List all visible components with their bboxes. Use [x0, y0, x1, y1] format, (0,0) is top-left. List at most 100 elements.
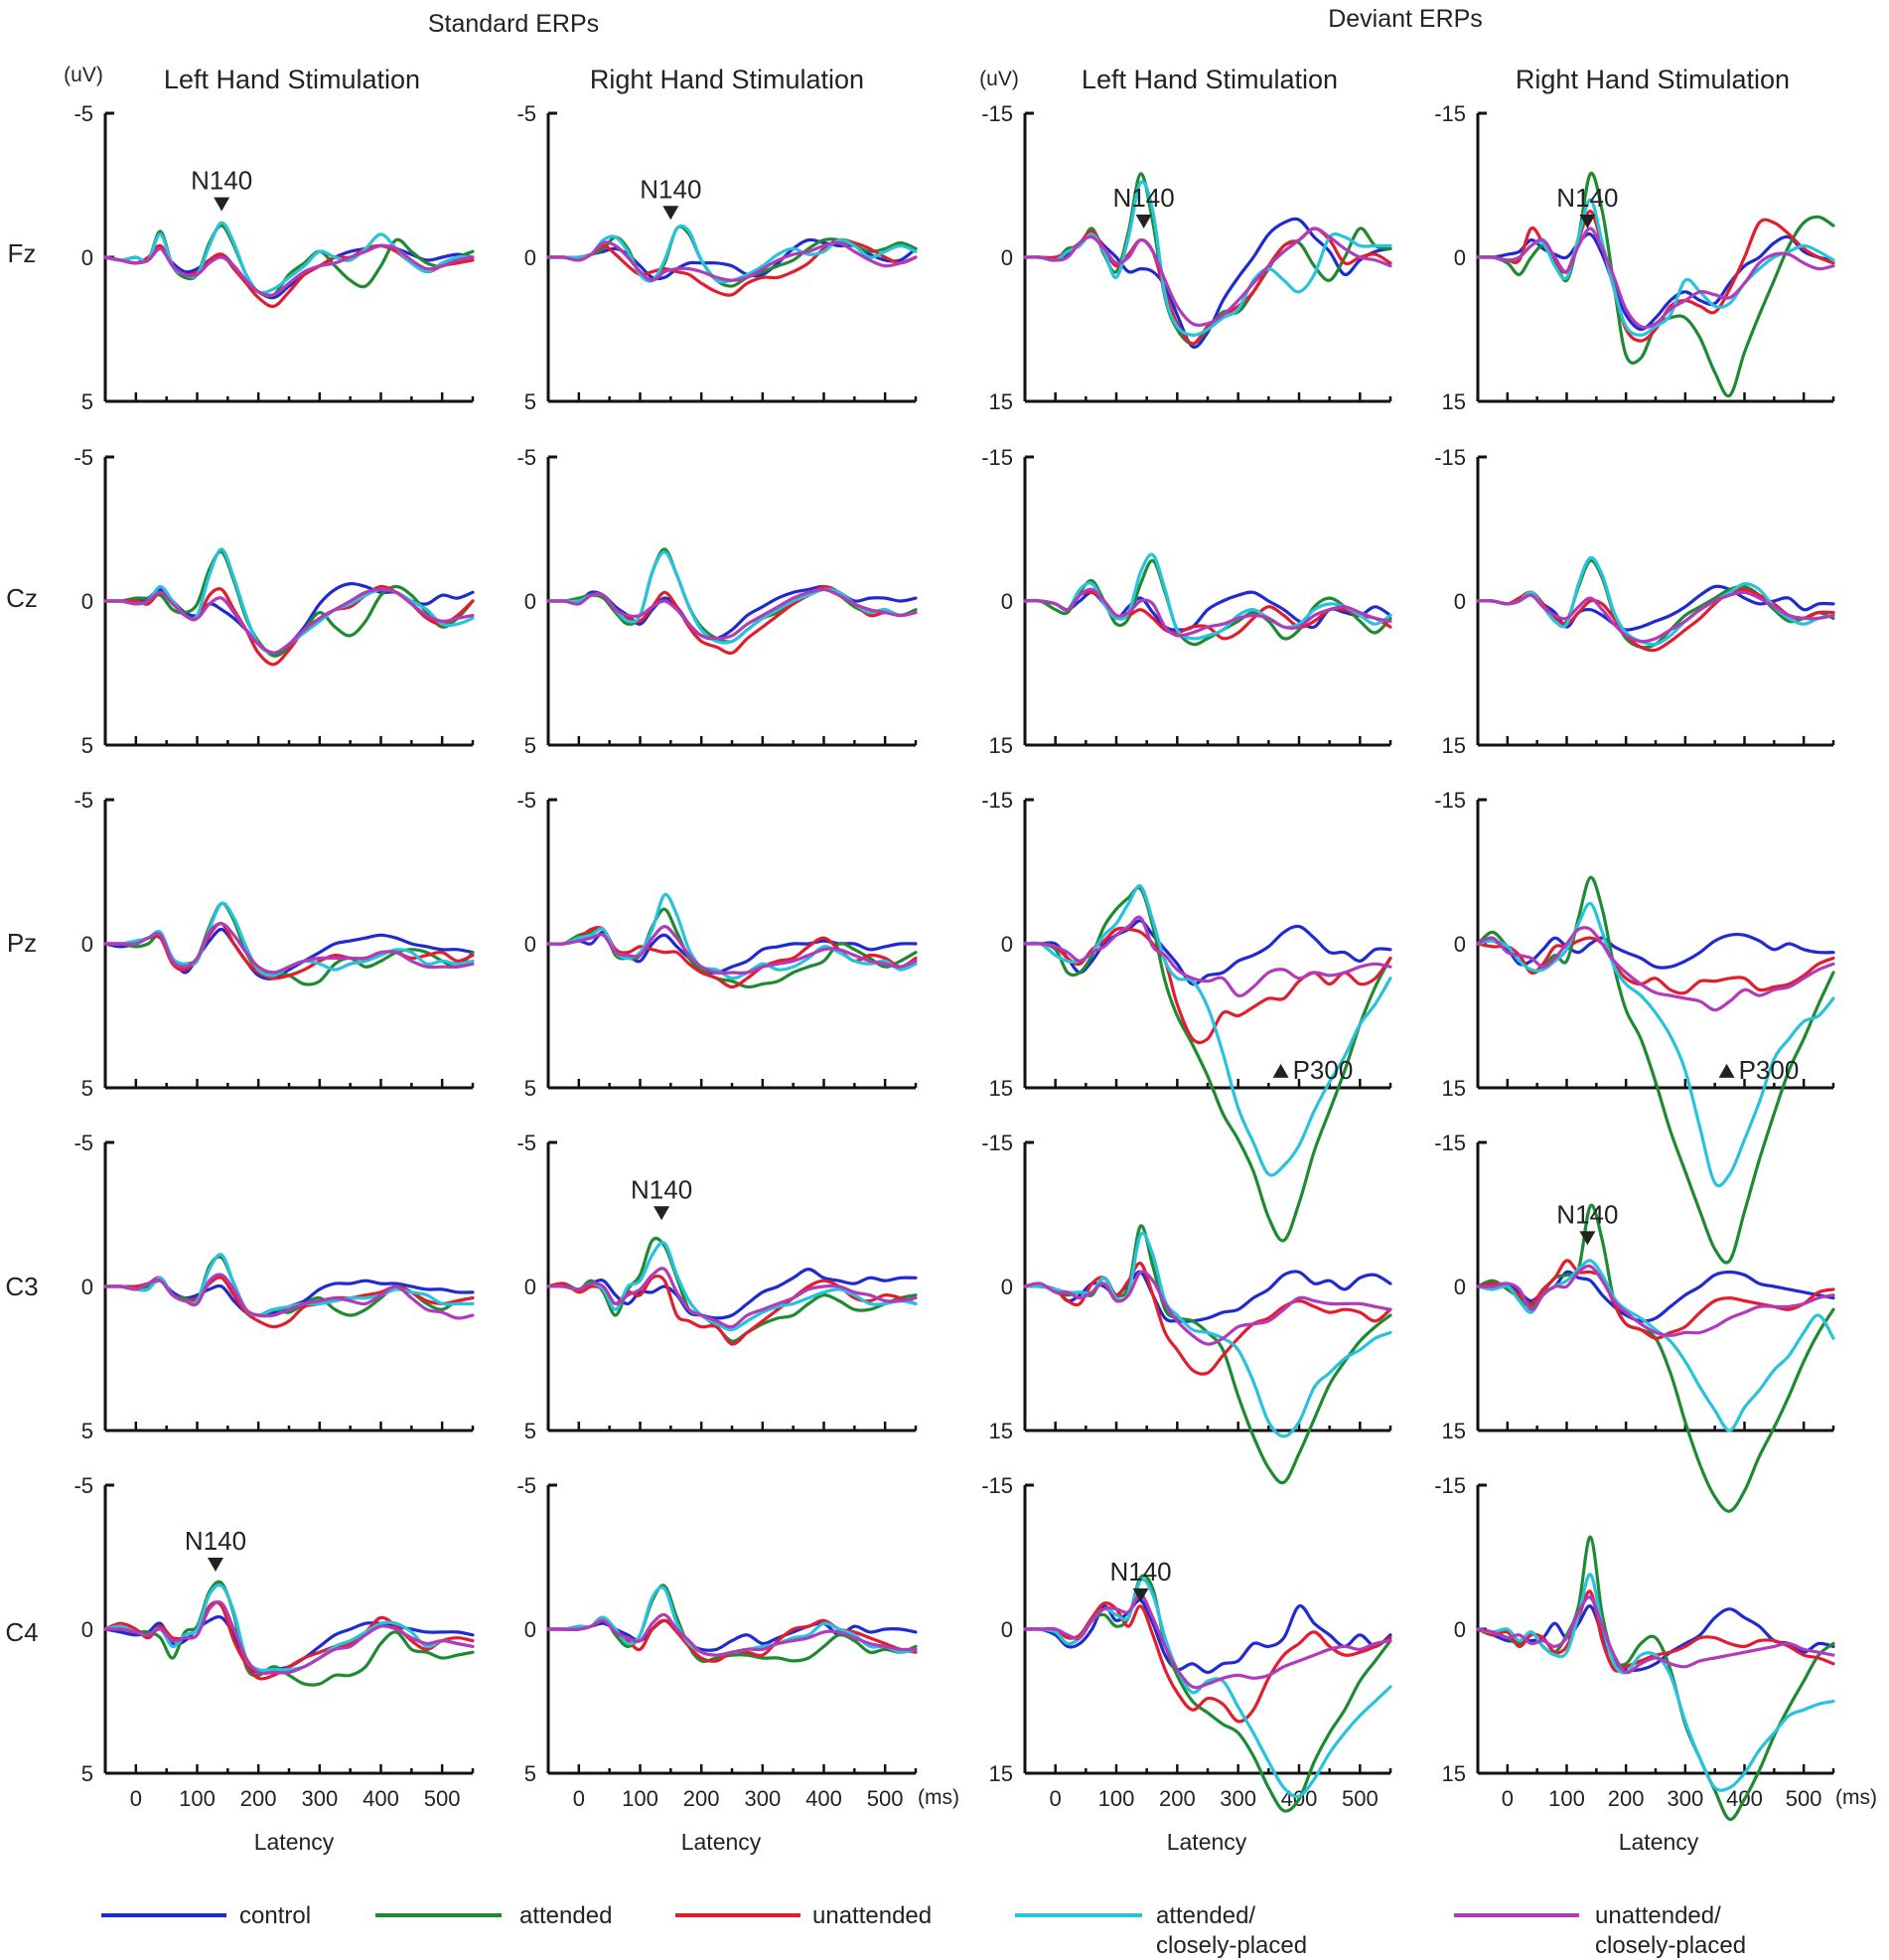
panel-c4-col1-x-tick-label: 500 — [424, 1786, 461, 1811]
x-axis-label-col3: Latency — [1167, 1829, 1247, 1855]
panel-c3-col1-y-tick-label: -5 — [73, 1131, 93, 1155]
panel-c3-col3-y-tick-label: 15 — [989, 1419, 1013, 1443]
panel-c4-col4-curve-unattended-closely-placed — [1476, 1595, 1835, 1675]
panel-c4-col3-x-tick-label: 500 — [1342, 1786, 1379, 1811]
panel-c4-col2-x-tick-label: 500 — [867, 1786, 904, 1811]
panel-cz-col1-y-tick-label: 5 — [81, 733, 93, 758]
panel-c3-col1-curve-attended-closely-placed — [103, 1253, 475, 1317]
panel-c3-col1: -5 0 5 — [73, 1131, 475, 1443]
panel-c4-col3-x-tick-label: 100 — [1098, 1786, 1135, 1811]
panel-fz-col4-curve-attended — [1476, 171, 1835, 398]
legend-label-control: control — [239, 1902, 311, 1929]
panel-fz-col2-y-tick-label: -5 — [516, 101, 536, 126]
panel-fz-col3: -15 0 15 — [981, 101, 1392, 414]
annotation-n140-c3-col2-label: N140 — [631, 1174, 692, 1204]
panel-pz-col3-curve-attended — [1023, 886, 1392, 1243]
panel-c3-col2-curve-attended-closely-placed — [546, 1241, 918, 1332]
annotation-n140-c4-col1-label: N140 — [185, 1526, 246, 1556]
panel-cz-col3-y-tick-label: -15 — [981, 445, 1013, 470]
panel-c3-col3-curve-attended-closely-placed — [1023, 1231, 1392, 1438]
panel-fz-col4-y-tick-label: 15 — [1442, 389, 1466, 414]
panel-c3-col4-curve-unattended-closely-placed — [1476, 1264, 1835, 1337]
panel-fz-col2: -5 0 5 — [516, 101, 918, 414]
legend-label-unattended-closely-placed-line1: unattended/ — [1595, 1902, 1721, 1929]
panel-pz-col1-y-tick-label: 0 — [81, 932, 93, 957]
panel-pz-col4-curve-unattended-closely-placed — [1476, 926, 1835, 1012]
panel-c3-col2: -5 0 5 — [516, 1131, 918, 1443]
annotation-p300-pz-col3-marker — [1272, 1063, 1289, 1078]
column-title-standard-left: Left Hand Stimulation — [164, 65, 420, 94]
panel-c4-col2-y-tick-label: -5 — [516, 1473, 536, 1498]
panel-c3-col1-curve-unattended-closely-placed — [103, 1273, 475, 1320]
panel-fz-col3-y-tick-label: -15 — [981, 101, 1013, 126]
x-unit-label-standard: (ms) — [918, 1786, 959, 1809]
panel-c4-col2-y-tick-label: 0 — [524, 1617, 536, 1642]
x-axis-label-col1: Latency — [254, 1829, 335, 1855]
panel-cz-col3: -15 0 15 — [981, 445, 1392, 758]
annotation-n140-fz-col4-label: N140 — [1556, 183, 1618, 213]
panel-cz-col3-curve-control — [1023, 590, 1392, 632]
panel-cz-col2-y-tick-label: 5 — [524, 733, 536, 758]
panel-c4-col1-y-tick-label: -5 — [73, 1473, 93, 1498]
panel-fz-col2-curve-unattended-closely-placed — [546, 240, 918, 282]
column-title-deviant-right: Right Hand Stimulation — [1516, 65, 1790, 94]
panel-pz-col2-y-tick-label: 5 — [524, 1076, 536, 1101]
panel-fz-col3-curve-unattended-closely-placed — [1023, 226, 1392, 327]
panel-c4-col4-x-tick-label: 500 — [1786, 1786, 1822, 1811]
panel-c3-col1-y-tick-label: 5 — [81, 1419, 93, 1443]
panel-c3-col2-y-tick-label: 5 — [524, 1419, 536, 1443]
panel-pz-col3-curve-attended-closely-placed — [1023, 884, 1392, 1177]
panel-pz-col1: -5 0 5 — [73, 788, 475, 1101]
annotation-n140-c4-col3-label: N140 — [1109, 1557, 1171, 1586]
panel-c3-col4: -15 0 15 — [1434, 1131, 1835, 1513]
panel-pz-col4-y-tick-label: 15 — [1442, 1076, 1466, 1101]
x-unit-label-deviant: (ms) — [1835, 1786, 1877, 1809]
panel-cz-col4-curve-attended-closely-placed — [1476, 555, 1835, 647]
panel-c4-col4-curve-attended-closely-placed — [1476, 1573, 1835, 1792]
panel-cz-col3-curve-attended-closely-placed — [1023, 552, 1392, 641]
panel-c3-col3-curve-unattended — [1023, 1262, 1392, 1376]
panel-pz-col2: -5 0 5 — [516, 788, 918, 1101]
panel-cz-col4: -15 0 15 — [1434, 445, 1835, 758]
panel-c4-col1-curve-attended — [103, 1580, 475, 1687]
annotation-p300-pz-col4-marker — [1718, 1063, 1735, 1078]
standard-erps-title: Standard ERPs — [428, 10, 599, 38]
row-label-c3: C3 — [5, 1272, 38, 1301]
panel-fz-col2-y-tick-label: 5 — [524, 389, 536, 414]
panel-c3-col3-y-tick-label: -15 — [981, 1131, 1013, 1155]
panel-cz-col2-y-tick-label: -5 — [516, 445, 536, 470]
panel-fz-col4-y-tick-label: -15 — [1434, 101, 1466, 126]
panel-c4-col2-x-tick-label: 300 — [744, 1786, 781, 1811]
panel-cz-col1-curve-unattended — [103, 584, 475, 667]
panel-pz-col3-curve-unattended — [1023, 926, 1392, 1045]
panel-c4-col4-x-tick-label: 200 — [1608, 1786, 1645, 1811]
annotation-n140-c4-col1-marker — [208, 1558, 223, 1572]
panel-fz-col3-y-tick-label: 0 — [1001, 245, 1013, 270]
panel-pz-col1-curve-unattended-closely-placed — [103, 922, 475, 975]
panel-c3-col3: -15 0 15 — [981, 1131, 1392, 1485]
panel-c4-col3-curve-unattended-closely-placed — [1023, 1592, 1392, 1690]
panel-pz-col4-curve-control — [1476, 932, 1835, 970]
panel-c3-col3-y-tick-label: 0 — [1001, 1275, 1013, 1299]
panel-fz-col4: -15 0 15 — [1434, 101, 1835, 414]
deviant-unit-label: (uV) — [979, 68, 1019, 90]
panel-cz-col2-y-tick-label: 0 — [524, 589, 536, 614]
x-axis-label-col2: Latency — [681, 1829, 762, 1855]
panel-fz-col4-curve-unattended-closely-placed — [1476, 226, 1835, 330]
x-axis-label-col4: Latency — [1619, 1829, 1699, 1855]
panel-cz-col4-y-tick-label: 0 — [1454, 589, 1466, 614]
panel-pz-col2-y-tick-label: -5 — [516, 788, 536, 813]
panel-c4-col1-x-tick-label: 400 — [363, 1786, 399, 1811]
panel-fz-col4-y-tick-label: 0 — [1454, 245, 1466, 270]
panel-c4-col1-y-tick-label: 0 — [81, 1617, 93, 1642]
panel-cz-col3-y-tick-label: 15 — [989, 733, 1013, 758]
deviant-erps-title: Deviant ERPs — [1328, 5, 1483, 33]
annotation-n140-c3-col2-marker — [654, 1206, 670, 1221]
panel-c4-col3-x-tick-label: 300 — [1220, 1786, 1256, 1811]
panel-c3-col3-curve-attended — [1023, 1224, 1392, 1485]
panel-fz-col4-curve-unattended — [1476, 210, 1835, 343]
panel-fz-col2-curve-attended-closely-placed — [546, 224, 918, 284]
